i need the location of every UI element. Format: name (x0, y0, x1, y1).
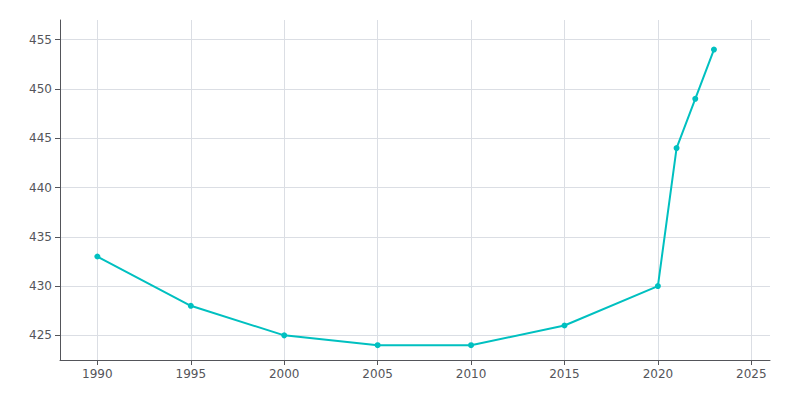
svg-text:440: 440 (29, 181, 52, 195)
svg-text:450: 450 (29, 82, 52, 96)
svg-text:1990: 1990 (82, 367, 113, 381)
svg-text:2005: 2005 (362, 367, 393, 381)
svg-text:2015: 2015 (549, 367, 580, 381)
svg-text:1995: 1995 (176, 367, 207, 381)
svg-text:2025: 2025 (736, 367, 767, 381)
svg-text:430: 430 (29, 279, 52, 293)
svg-text:2000: 2000 (269, 367, 300, 381)
svg-text:445: 445 (29, 131, 52, 145)
svg-text:455: 455 (29, 33, 52, 47)
svg-text:2010: 2010 (456, 367, 487, 381)
svg-text:435: 435 (29, 230, 52, 244)
svg-text:425: 425 (29, 328, 52, 342)
svg-text:2020: 2020 (643, 367, 674, 381)
